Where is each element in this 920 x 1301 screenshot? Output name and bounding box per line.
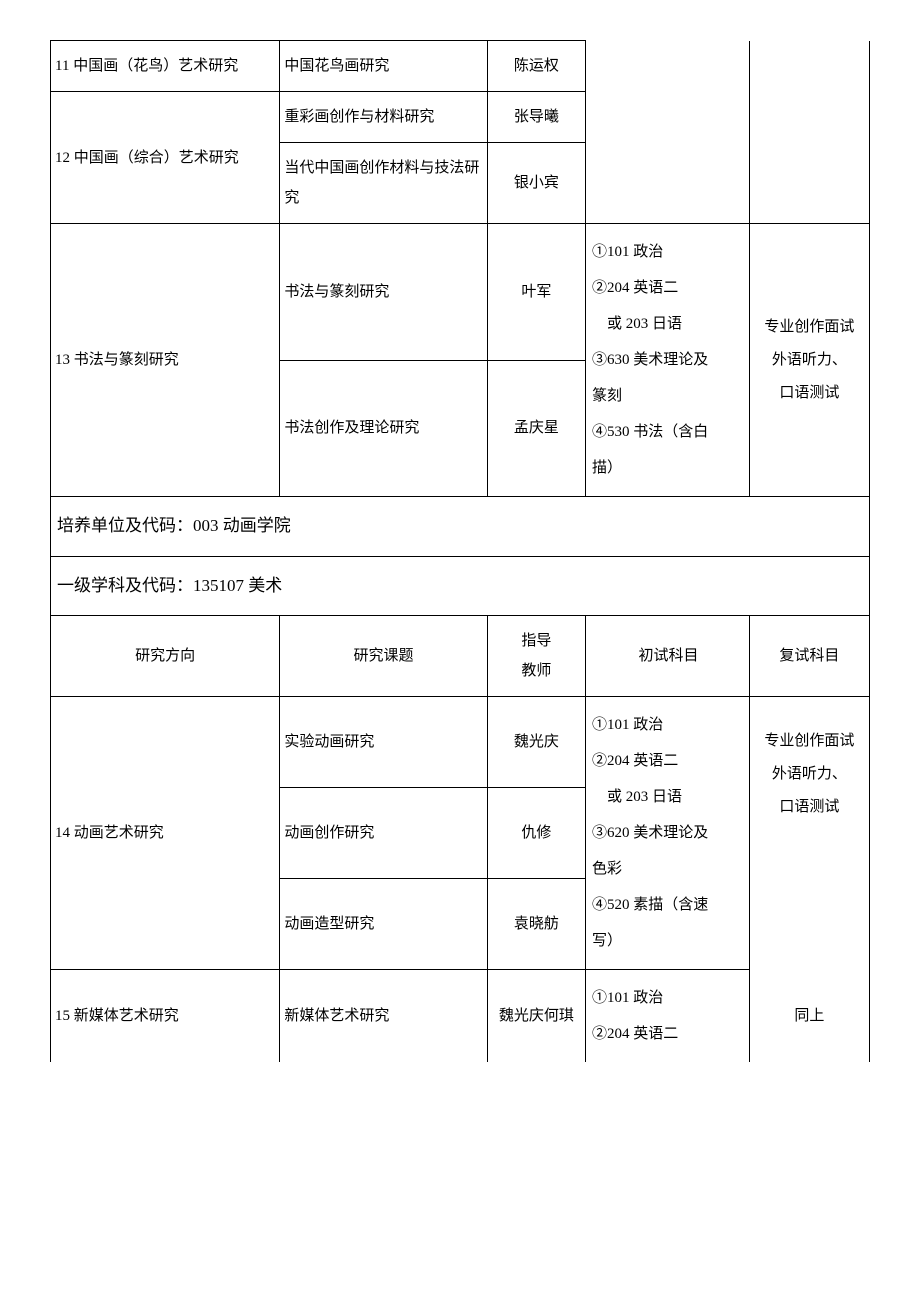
table-row: 15 新媒体艺术研究 新媒体艺术研究 魏光庆何琪 ①101 政治 ②204 英语… [51,970,870,1063]
retest-cell: 同上 [749,970,869,1063]
topic-cell: 动画造型研究 [280,879,487,970]
direction-cell: 14 动画艺术研究 [51,697,280,970]
table-row: 11 中国画（花鸟）艺术研究 中国花鸟画研究 陈运权 [51,41,870,92]
topic-cell: 动画创作研究 [280,788,487,879]
prelim-exam-cell: ①101 政治 ②204 英语二 或 203 日语 ③630 美术理论及 篆刻 … [586,224,750,497]
header-retest: 复试科目 [749,616,869,697]
topic-cell: 实验动画研究 [280,697,487,788]
table-row: 14 动画艺术研究 实验动画研究 魏光庆 ①101 政治 ②204 英语二 或 … [51,697,870,788]
retest-cell: 专业创作面试 外语听力、 口语测试 [749,224,869,497]
topic-cell: 当代中国画创作材料与技法研究 [280,143,487,224]
prelim-exam-cell: ①101 政治 ②204 英语二 或 203 日语 ③620 美术理论及 色彩 … [586,697,750,970]
section-discipline-row: 一级学科及代码：135107 美术 [51,556,870,616]
direction-cell: 11 中国画（花鸟）艺术研究 [51,41,280,92]
direction-cell: 12 中国画（综合）艺术研究 [51,92,280,224]
table-row: 13 书法与篆刻研究 书法与篆刻研究 叶军 ①101 政治 ②204 英语二 或… [51,224,870,361]
prelim-exam-cell: ①101 政治 ②204 英语二 [586,970,750,1063]
header-advisor: 指导 教师 [487,616,585,697]
advisor-cell: 张导曦 [487,92,585,143]
section-unit-text: 培养单位及代码：003 动画学院 [51,497,870,557]
exam-cell-empty [586,41,750,224]
header-row: 研究方向 研究课题 指导 教师 初试科目 复试科目 [51,616,870,697]
topic-cell: 中国花鸟画研究 [280,41,487,92]
header-prelim: 初试科目 [586,616,750,697]
advisor-cell: 仇修 [487,788,585,879]
curriculum-table: 11 中国画（花鸟）艺术研究 中国花鸟画研究 陈运权 12 中国画（综合）艺术研… [50,40,870,1062]
advisor-cell: 孟庆星 [487,360,585,497]
header-direction: 研究方向 [51,616,280,697]
advisor-cell: 叶军 [487,224,585,361]
section-discipline-text: 一级学科及代码：135107 美术 [51,556,870,616]
header-topic: 研究课题 [280,616,487,697]
topic-cell: 书法创作及理论研究 [280,360,487,497]
topic-cell: 书法与篆刻研究 [280,224,487,361]
advisor-cell: 魏光庆 [487,697,585,788]
topic-cell: 新媒体艺术研究 [280,970,487,1063]
topic-cell: 重彩画创作与材料研究 [280,92,487,143]
section-unit-row: 培养单位及代码：003 动画学院 [51,497,870,557]
advisor-cell: 陈运权 [487,41,585,92]
advisor-cell: 银小宾 [487,143,585,224]
retest-cell: 专业创作面试 外语听力、 口语测试 [749,697,869,970]
direction-cell: 15 新媒体艺术研究 [51,970,280,1063]
advisor-cell: 魏光庆何琪 [487,970,585,1063]
retest-cell-empty [749,41,869,224]
direction-cell: 13 书法与篆刻研究 [51,224,280,497]
advisor-cell: 袁晓舫 [487,879,585,970]
